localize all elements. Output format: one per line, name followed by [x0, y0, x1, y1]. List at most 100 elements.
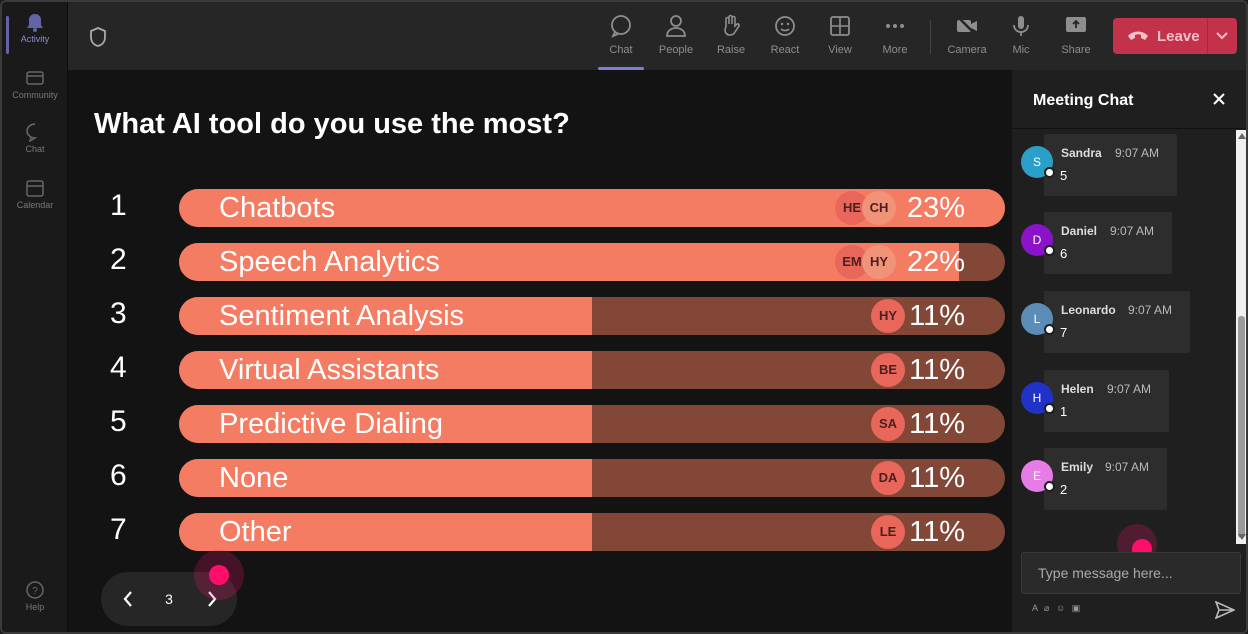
- sender-name: Sandra: [1061, 146, 1102, 160]
- scroll-thumb[interactable]: [1238, 316, 1245, 538]
- send-icon[interactable]: [1215, 601, 1235, 619]
- leave-button[interactable]: Leave: [1113, 18, 1237, 54]
- status-indicator: [1044, 481, 1055, 492]
- attach-icon[interactable]: ⌀: [1044, 603, 1052, 613]
- more-button[interactable]: More: [868, 12, 922, 62]
- shield-icon[interactable]: [88, 26, 108, 48]
- toolbar-divider: [930, 20, 931, 54]
- emoji-icon[interactable]: ☺: [1055, 603, 1068, 613]
- rail-community-label: Community: [12, 90, 58, 100]
- voter-avatar: DA: [871, 461, 905, 495]
- raise-hand-button[interactable]: Raise: [704, 12, 758, 62]
- chat-message[interactable]: Helen 9:07 AM 1: [1044, 370, 1169, 432]
- format-icon[interactable]: A: [1032, 603, 1040, 613]
- poll-option-row: 5 Predictive Dialing SA 11%: [68, 403, 1012, 443]
- left-rail: Activity Community Chat Calendar ? Help: [2, 2, 68, 632]
- close-icon[interactable]: [1212, 92, 1226, 106]
- option-percent: 11%: [909, 408, 965, 440]
- sender-avatar[interactable]: D: [1021, 224, 1055, 256]
- rail-calendar[interactable]: Calendar: [2, 178, 68, 210]
- rail-community[interactable]: Community: [2, 68, 68, 100]
- avatar-initial: E: [1032, 469, 1041, 483]
- result-bar-fill: [179, 459, 592, 497]
- result-bar-fill: [179, 243, 959, 281]
- mic-icon: [1013, 16, 1029, 36]
- option-number: 5: [110, 405, 127, 438]
- chat-message-input[interactable]: Type message here...: [1021, 552, 1241, 594]
- chevron-right-icon[interactable]: [203, 589, 221, 609]
- chevron-down-icon[interactable]: [1215, 29, 1229, 43]
- option-label: Virtual Assistants: [219, 354, 440, 386]
- message-time: 9:07 AM: [1115, 146, 1160, 160]
- result-bar: Sentiment Analysis HY 11%: [179, 297, 1005, 335]
- react-button[interactable]: React: [758, 12, 812, 62]
- people-button[interactable]: People: [649, 12, 703, 62]
- help-icon: ?: [26, 581, 44, 599]
- leave-label: Leave: [1157, 28, 1200, 45]
- sender-name: Emily: [1061, 460, 1094, 474]
- mic-button[interactable]: Mic: [994, 12, 1048, 62]
- option-percent: 11%: [909, 354, 965, 386]
- share-screen-icon: [1066, 17, 1086, 32]
- option-number: 7: [110, 513, 127, 546]
- rail-chat[interactable]: Chat: [2, 122, 68, 154]
- chat-scrollbar[interactable]: [1236, 130, 1246, 544]
- chat-message[interactable]: Emily 9:07 AM 2: [1044, 448, 1167, 510]
- grid-icon: [830, 16, 850, 36]
- page-number: 3: [165, 591, 173, 607]
- share-button[interactable]: Share: [1049, 12, 1103, 62]
- status-indicator: [1044, 403, 1055, 414]
- rail-help-label: Help: [25, 602, 45, 612]
- status-indicator: [1044, 167, 1055, 178]
- option-number: 1: [110, 189, 127, 222]
- option-number: 4: [110, 351, 127, 384]
- gif-icon[interactable]: ▣: [1071, 603, 1083, 613]
- chat-button[interactable]: Chat: [594, 12, 648, 70]
- chevron-left-icon[interactable]: [119, 589, 137, 609]
- more-icon: [886, 24, 904, 28]
- rail-activity[interactable]: Activity: [2, 12, 68, 54]
- option-percent: 22%: [906, 246, 965, 278]
- mic-label: Mic: [1012, 44, 1030, 56]
- chat-message[interactable]: Leonardo 9:07 AM 7: [1044, 291, 1190, 353]
- rail-help[interactable]: ? Help: [2, 580, 68, 612]
- scroll-down-arrow[interactable]: [1238, 534, 1246, 540]
- result-bar: Other LE 11%: [179, 513, 1005, 551]
- message-text: 2: [1060, 482, 1068, 497]
- rail-chat-label: Chat: [25, 144, 45, 154]
- chat-message[interactable]: Daniel 9:07 AM 6: [1044, 212, 1172, 274]
- sender-avatar[interactable]: L: [1021, 303, 1055, 335]
- message-time: 9:07 AM: [1110, 224, 1155, 238]
- camera-off-icon: [957, 16, 977, 36]
- voter-avatar: CH: [862, 191, 896, 225]
- option-label: Chatbots: [219, 192, 336, 224]
- react-label: React: [770, 44, 800, 56]
- avatar-initial: D: [1032, 233, 1042, 247]
- hang-up-icon: [1128, 31, 1148, 40]
- sender-avatar[interactable]: S: [1021, 146, 1055, 178]
- format-toolbar[interactable]: A ⌀ ☺ ▣: [1032, 603, 1082, 614]
- people-label: People: [658, 44, 694, 56]
- voter-avatar: LE: [871, 515, 905, 549]
- message-time: 9:07 AM: [1128, 303, 1173, 317]
- sender-avatar[interactable]: E: [1021, 460, 1055, 492]
- poll-option-row: 6 None DA 11%: [68, 457, 1012, 497]
- sender-name: Leonardo: [1061, 303, 1116, 317]
- camera-button[interactable]: Camera: [940, 12, 994, 62]
- chat-message[interactable]: Sandra 9:07 AM 5: [1044, 134, 1177, 196]
- sender-name: Daniel: [1061, 224, 1098, 238]
- scroll-up-arrow[interactable]: [1238, 133, 1246, 139]
- message-time: 9:07 AM: [1107, 382, 1152, 396]
- raise-label: Raise: [716, 44, 746, 56]
- meeting-chat-panel: Meeting Chat Sandra 9:07 AM 5 S Daniel 9:07 A…: [1012, 70, 1246, 632]
- view-label: View: [828, 44, 852, 56]
- sender-avatar[interactable]: H: [1021, 382, 1055, 414]
- poll-question: What AI tool do you use the most?: [94, 108, 570, 140]
- people-icon: [666, 15, 686, 37]
- view-button[interactable]: View: [813, 12, 867, 62]
- voter-avatar: HY: [871, 299, 905, 333]
- option-percent: 23%: [906, 192, 965, 224]
- result-bar: Predictive Dialing SA 11%: [179, 405, 1005, 443]
- option-percent: 11%: [909, 300, 965, 332]
- chat-label: Chat: [609, 44, 633, 56]
